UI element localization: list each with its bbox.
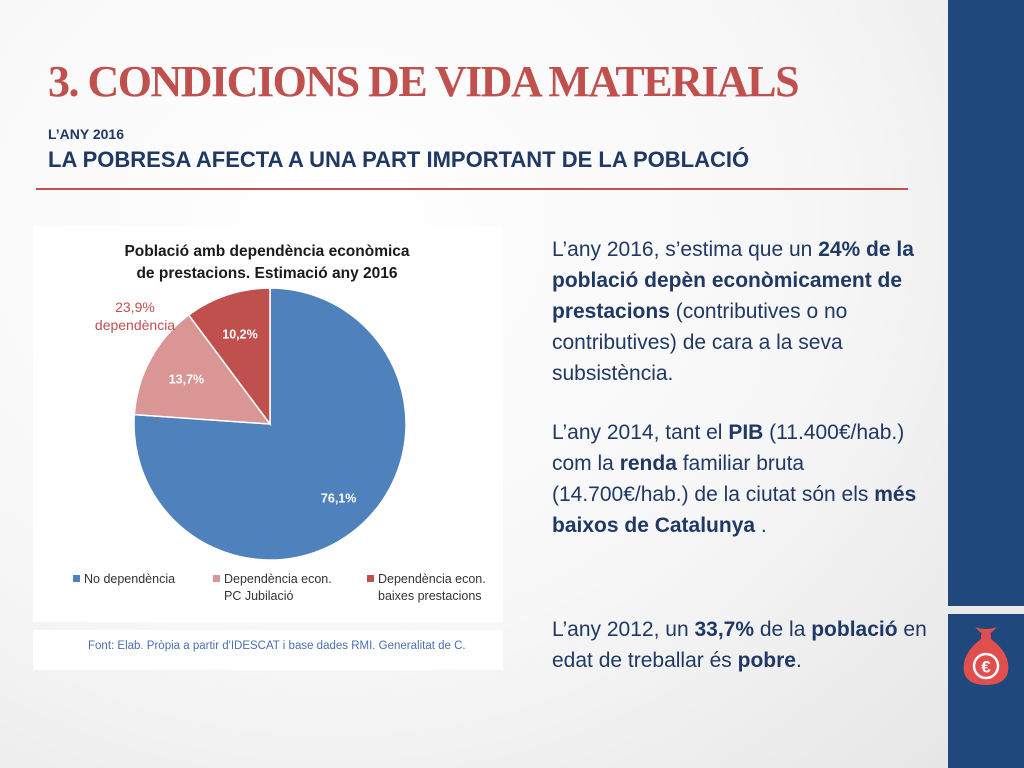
p2-run-2: (11.400€/hab.) com la (552, 421, 905, 475)
icon-panel: € (948, 614, 1024, 694)
slice-label-2: 10,2% (222, 328, 257, 342)
p1-run-1: 24% de la població depèn econòmicament d… (552, 238, 914, 323)
p3-run-2: de la (754, 618, 812, 641)
page-title: 3. CONDICIONS DE VIDA MATERIALS (48, 57, 800, 106)
legend-label-1-1: Dependència econ. (224, 572, 332, 586)
p3-run-5: pobre (737, 649, 796, 672)
pie-slice-1 (133, 313, 272, 425)
pie-slice-2 (187, 287, 271, 427)
p2-run-5: més baixos de Catalunya (552, 483, 917, 537)
legend-label-2-1: Dependència econ. (378, 572, 486, 586)
p3-run-4: en edat de treballar és (552, 618, 927, 672)
legend-swatch-0 (73, 575, 80, 582)
legend-label-1-2: PC Jubilació (224, 589, 294, 603)
section-kicker: L’ANY 2016 (48, 126, 125, 142)
p3-run-6: . (795, 649, 802, 672)
svg-text:€: € (981, 658, 991, 677)
p1-run-2: (contributives o no contributives) de ca… (552, 300, 848, 385)
section-subtitle: LA POBRESA AFECTA A UNA PART IMPORTANT D… (48, 147, 750, 172)
p3-run-1: 33,7% (694, 618, 755, 641)
p2-run-6: . (755, 514, 767, 537)
p3-run-0: L’any 2012, un (552, 618, 695, 641)
paragraph-gdp-income: L’any 2014, tant el PIB (11.400€/hab.) c… (552, 417, 932, 541)
paragraph-dependency: L’any 2016, s’estima que un 24% de la po… (552, 234, 932, 389)
legend-label-0-1: No dependència (84, 572, 175, 586)
p2-run-4: familiar bruta (14.700€/hab.) de la ciut… (552, 452, 875, 506)
p2-run-0: L’any 2014, tant el (552, 421, 729, 444)
annotation-line-1: 23,9% (115, 299, 155, 315)
source-panel (33, 630, 503, 670)
slice-label-0: 76,1% (321, 492, 356, 506)
p3-run-3: població (811, 618, 898, 641)
p2-run-3: renda (619, 452, 677, 475)
chart-title-line-1: Població amb dependència econòmica (124, 243, 409, 260)
legend-label-2-2: baixes prestacions (378, 589, 482, 603)
pie-chart: Població amb dependència econòmica de pr… (73, 243, 486, 603)
paragraph-poverty: L’any 2012, un 33,7% de la població en e… (552, 614, 942, 676)
chart-title-line-2: de prestacions. Estimació any 2016 (136, 265, 397, 282)
slice-label-1: 13,7% (169, 372, 204, 386)
source-note: Font: Elab. Pròpia a partir d'IDESCAT i … (88, 640, 466, 652)
side-accent-gap (948, 606, 1024, 614)
legend-swatch-1 (213, 575, 220, 582)
money-bag-euro-icon: € (963, 627, 1009, 685)
title-divider (36, 188, 908, 190)
annotation-line-2: dependència (95, 317, 175, 333)
p2-run-1: PIB (728, 421, 764, 444)
p1-run-0: L’any 2016, s’estima que un (552, 238, 819, 261)
legend-swatch-2 (367, 575, 374, 582)
